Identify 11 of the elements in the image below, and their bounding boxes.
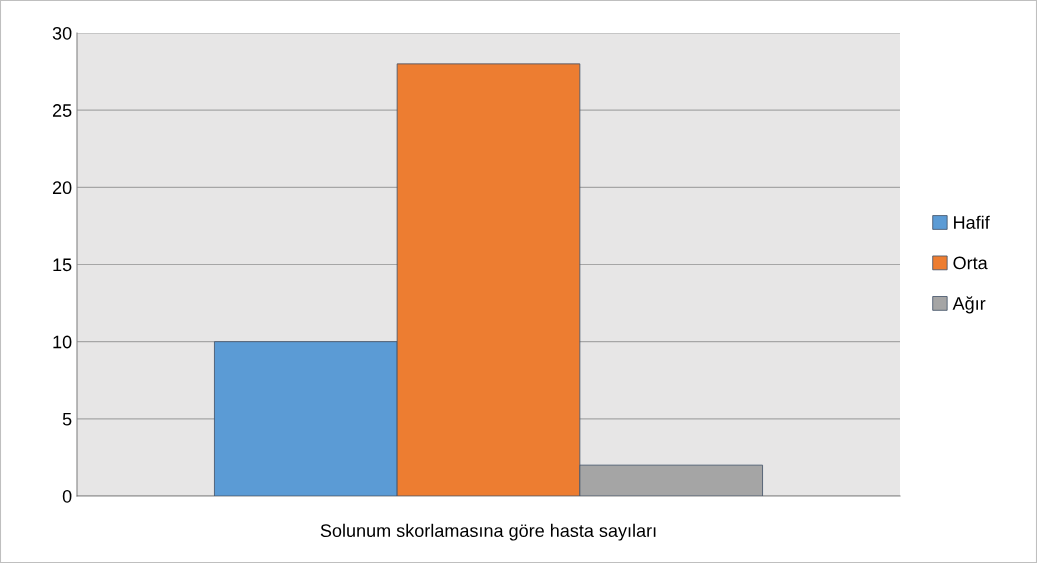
y-tick-label: 30 xyxy=(52,26,72,40)
y-tick-label: 25 xyxy=(52,104,72,117)
y-tick-label: 5 xyxy=(62,412,72,426)
y-tick-label: 0 xyxy=(62,489,72,503)
x-tick-label: Solunum skorlamasına göre hasta sayıları xyxy=(320,523,656,541)
legend-label: Ağır xyxy=(952,296,986,314)
legend-label: Hafif xyxy=(954,215,990,229)
legend-label: Orta xyxy=(953,256,988,270)
y-tick-label: 15 xyxy=(53,258,72,272)
y-tick-label: 10 xyxy=(53,335,72,349)
y-tick-label: 20 xyxy=(52,181,72,195)
